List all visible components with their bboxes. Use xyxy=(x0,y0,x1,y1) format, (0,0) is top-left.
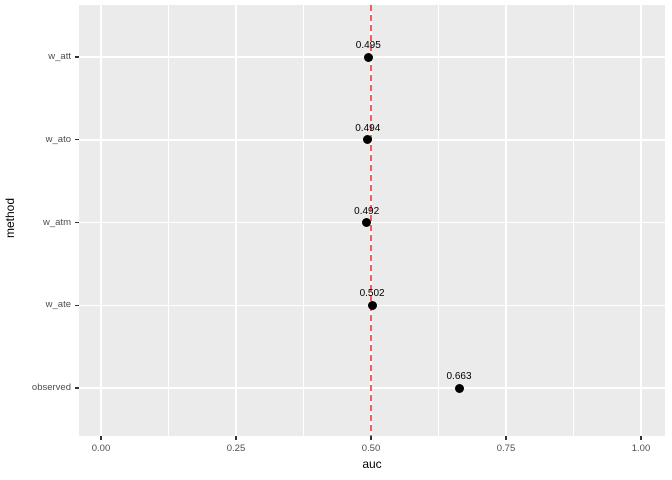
y-axis-tick xyxy=(75,221,79,224)
x-axis-tick xyxy=(505,436,507,440)
y-axis-tick xyxy=(75,56,79,58)
y-axis-title: method xyxy=(3,198,17,239)
major-gridline xyxy=(100,5,102,436)
x-axis-title: auc xyxy=(362,457,382,471)
y-axis-tick-label: w_atm xyxy=(43,216,71,228)
y-axis-tick xyxy=(75,139,79,141)
data-point xyxy=(367,300,377,310)
x-axis-tick xyxy=(100,436,102,440)
data-point xyxy=(363,52,373,62)
data-point-label: 0.663 xyxy=(446,371,472,382)
minor-gridline xyxy=(168,5,169,436)
data-point-label: 0.494 xyxy=(355,122,381,134)
plot-panel: 0.495 0.494 0.492 0.502 0.663 xyxy=(79,5,665,436)
y-axis-tick xyxy=(75,304,79,306)
y-axis-tick-label: w_att xyxy=(48,51,71,62)
x-axis-tick xyxy=(640,436,642,440)
major-gridline xyxy=(505,5,507,436)
category-gridline xyxy=(79,387,665,389)
x-axis-tick-label: 0.00 xyxy=(91,443,111,454)
minor-gridline xyxy=(438,5,439,436)
category-gridline xyxy=(79,139,665,141)
x-axis-tick xyxy=(235,436,237,440)
x-axis-tick-label: 0.75 xyxy=(496,443,516,454)
y-axis-tick-label: w_ate xyxy=(45,299,71,311)
data-point xyxy=(363,135,373,145)
x-axis-tick-label: 0.25 xyxy=(226,443,246,454)
data-point xyxy=(454,383,464,393)
data-point-label: 0.502 xyxy=(359,288,385,300)
data-point xyxy=(362,218,372,227)
data-point-label: 0.492 xyxy=(354,205,380,217)
y-axis-tick-label: observed xyxy=(31,382,71,393)
x-axis-tick-label: 1.00 xyxy=(631,443,651,454)
data-point-label: 0.495 xyxy=(355,40,381,51)
major-gridline xyxy=(640,5,642,436)
minor-gridline xyxy=(573,5,574,436)
y-axis-tick-label: w_ato xyxy=(45,133,71,145)
x-axis-tick-label: 0.50 xyxy=(361,443,381,454)
reference-line xyxy=(370,5,372,436)
minor-gridline xyxy=(303,5,304,436)
category-gridline xyxy=(79,221,665,224)
major-gridline xyxy=(235,5,237,436)
y-axis-tick xyxy=(75,387,79,389)
x-axis-tick xyxy=(370,436,372,440)
